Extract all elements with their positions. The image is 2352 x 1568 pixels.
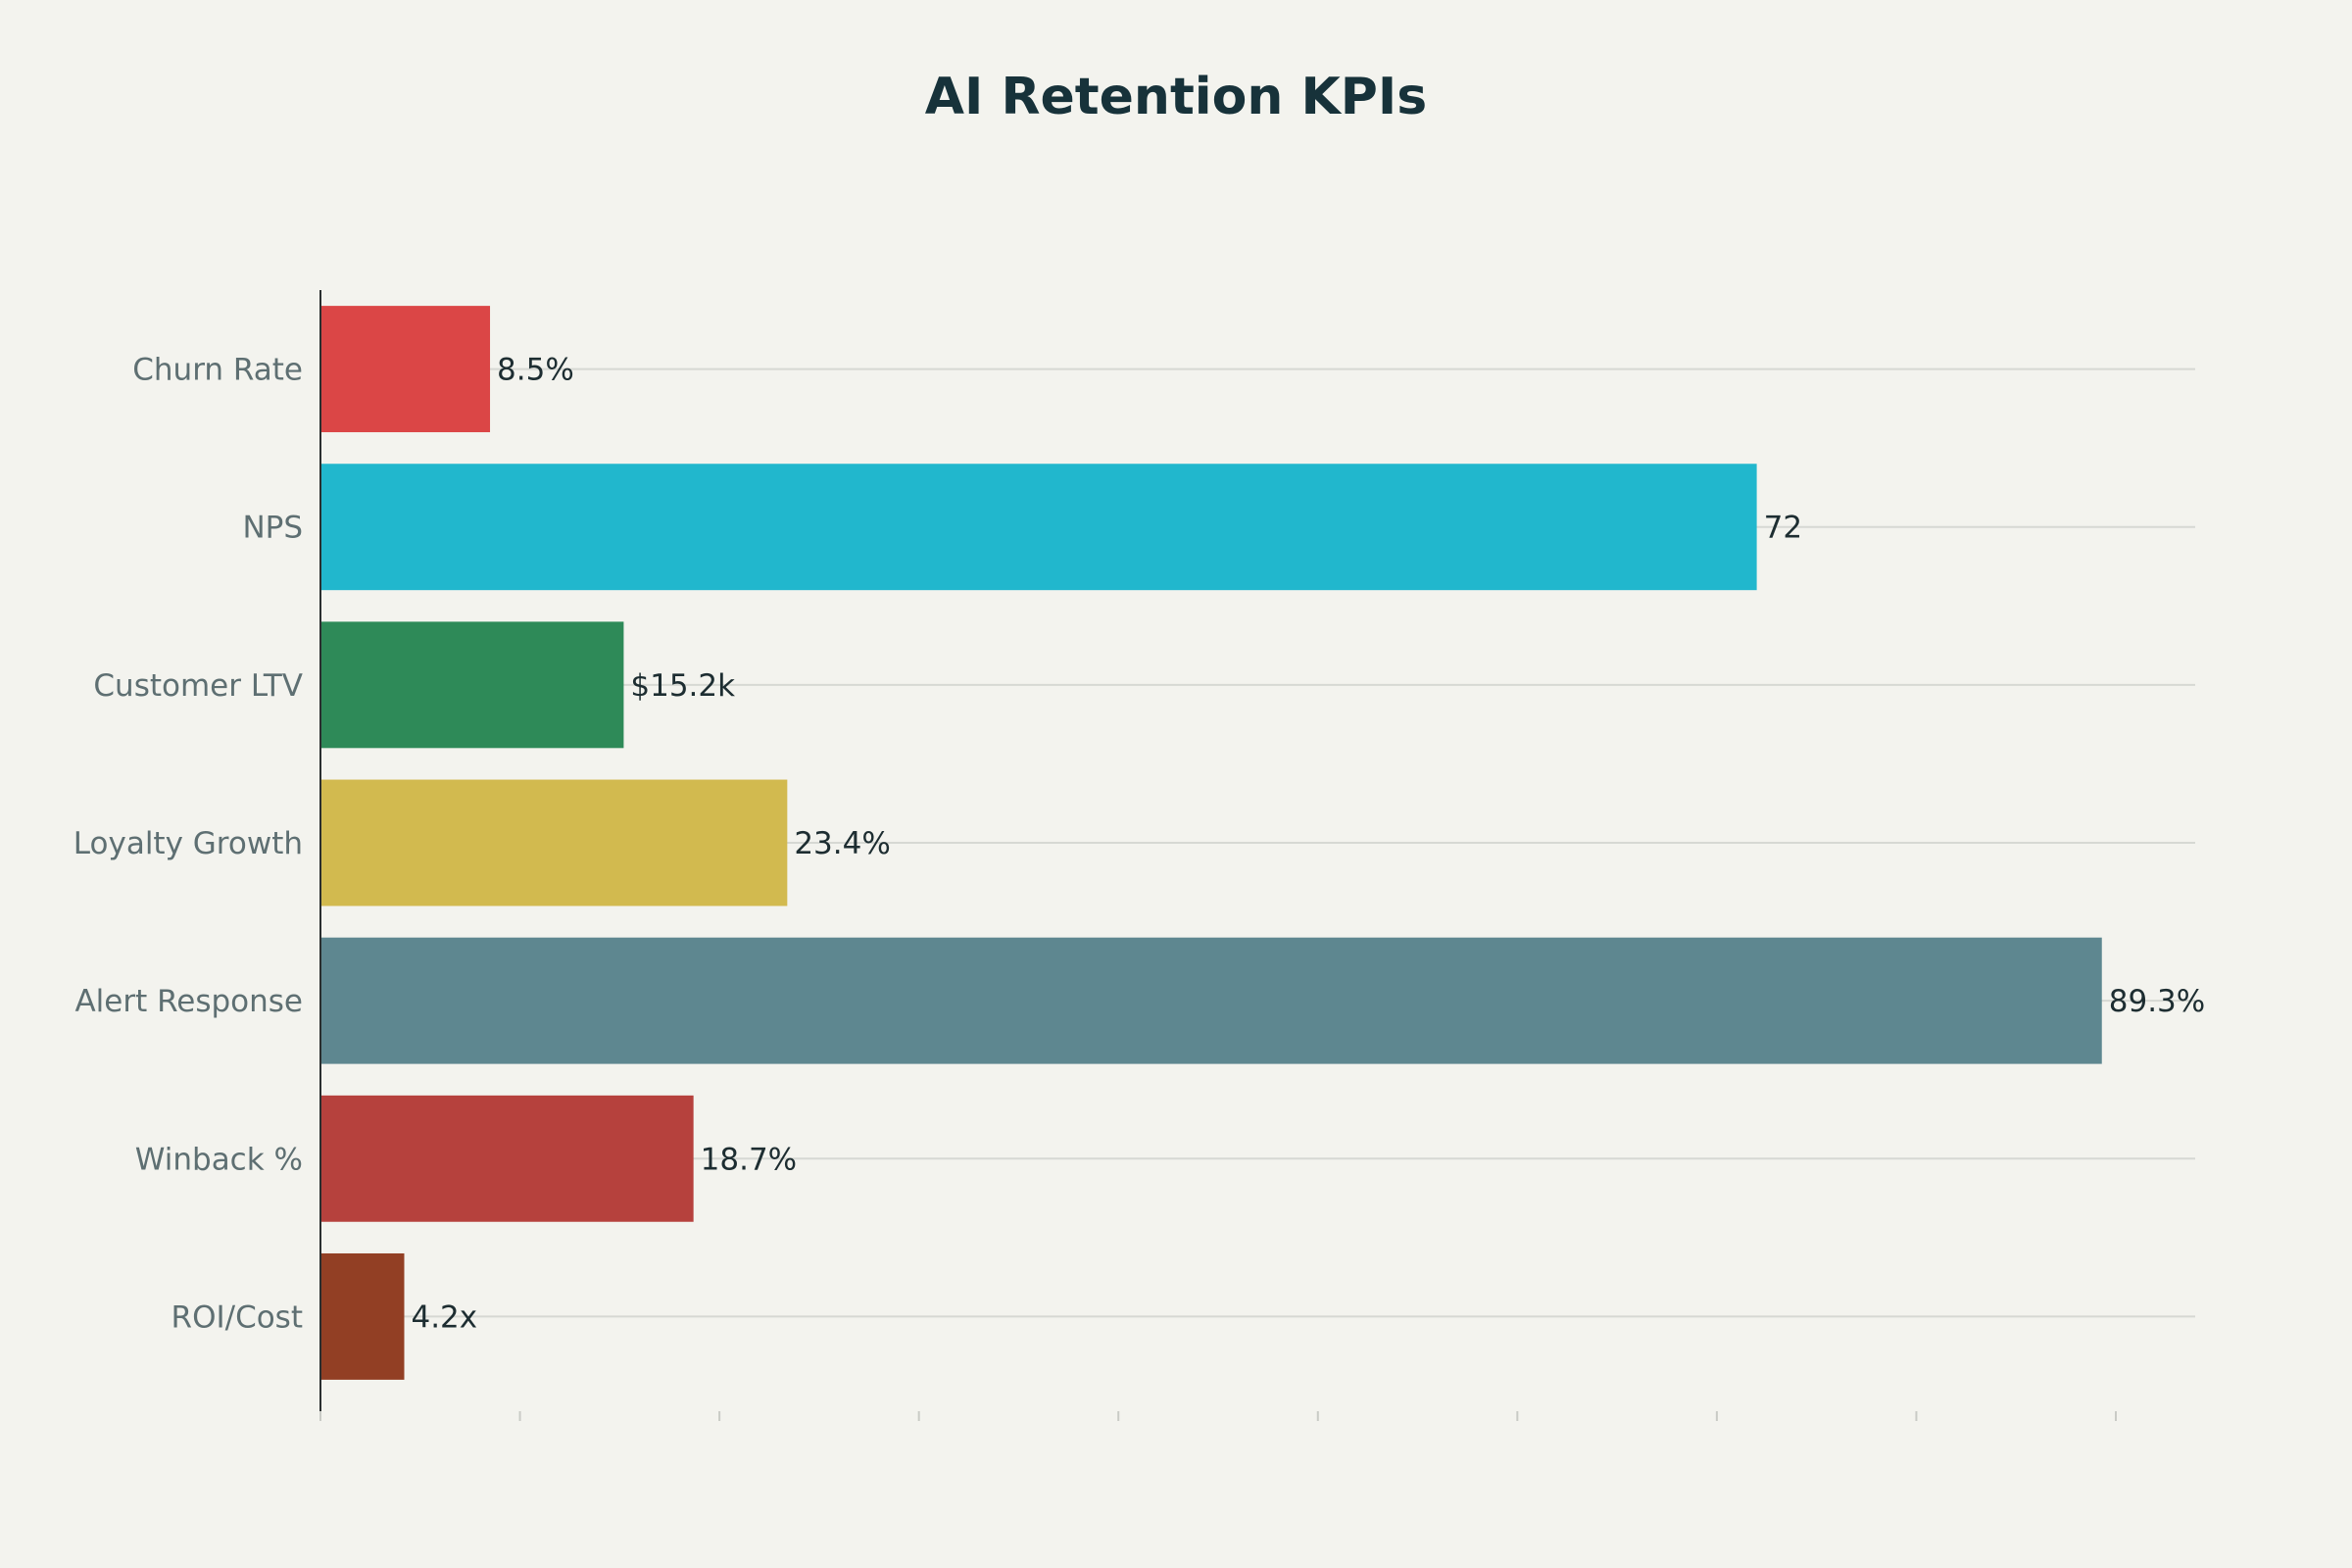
category-label-6: ROI/Cost <box>172 1299 303 1335</box>
value-label-4: 89.3% <box>2109 984 2205 1019</box>
chart-title: AI Retention KPIs <box>925 68 1427 126</box>
bar-2 <box>320 621 624 749</box>
bar-0 <box>320 306 491 433</box>
axes <box>319 290 2117 1421</box>
category-label-0: Churn Rate <box>132 353 303 388</box>
bar-1 <box>320 464 1757 591</box>
value-label-0: 8.5% <box>497 353 574 388</box>
bar-5 <box>320 1095 694 1222</box>
labels: Churn Rate 8.5% NPS 72 Customer LTV $15.2k Loy… <box>74 353 2205 1336</box>
value-label-6: 4.2x <box>411 1299 477 1335</box>
category-label-2: Customer LTV <box>93 668 303 704</box>
category-label-1: NPS <box>242 511 303 546</box>
category-label-3: Loyalty Growth <box>74 826 303 861</box>
value-label-2: $15.2k <box>630 668 735 704</box>
category-label-5: Winback % <box>135 1142 303 1177</box>
bar-4 <box>320 937 2102 1064</box>
value-label-3: 23.4% <box>794 826 890 861</box>
category-label-4: Alert Response <box>74 984 303 1019</box>
bar-3 <box>320 779 788 906</box>
value-label-1: 72 <box>1764 511 1802 546</box>
bars <box>320 306 2102 1380</box>
bar-6 <box>320 1252 405 1380</box>
value-label-5: 18.7% <box>701 1142 797 1177</box>
